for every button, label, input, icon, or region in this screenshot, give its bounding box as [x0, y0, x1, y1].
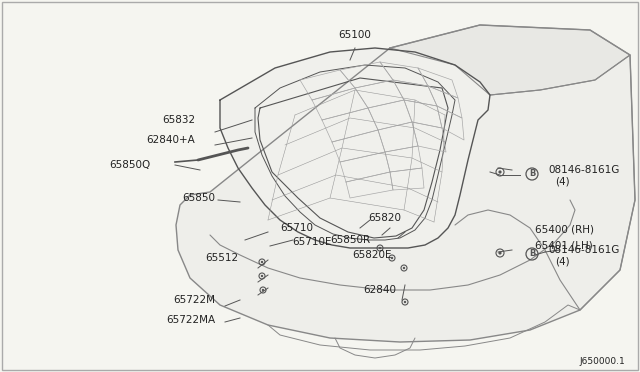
- Circle shape: [379, 247, 381, 249]
- Circle shape: [404, 301, 406, 303]
- Text: 62840+A: 62840+A: [147, 135, 195, 145]
- Text: 65820E: 65820E: [352, 250, 392, 260]
- Circle shape: [499, 251, 502, 254]
- Polygon shape: [390, 25, 630, 95]
- Circle shape: [261, 275, 263, 277]
- Text: 65850Q: 65850Q: [109, 160, 150, 170]
- Text: 08146-8161G: 08146-8161G: [548, 245, 620, 255]
- Text: 08146-8161G: 08146-8161G: [548, 165, 620, 175]
- Text: 65850R: 65850R: [330, 235, 370, 245]
- Text: 65850: 65850: [182, 193, 215, 203]
- Polygon shape: [176, 25, 635, 342]
- Text: 65722MA: 65722MA: [166, 315, 215, 325]
- Text: (4): (4): [555, 257, 570, 267]
- Text: J650000.1: J650000.1: [579, 357, 625, 366]
- Text: 65820: 65820: [368, 213, 401, 223]
- Text: 65100: 65100: [339, 30, 371, 40]
- Text: 65400 (RH): 65400 (RH): [535, 225, 594, 235]
- Text: 62840: 62840: [364, 285, 397, 295]
- Polygon shape: [220, 48, 490, 248]
- Text: B: B: [529, 250, 535, 259]
- Text: 65722M: 65722M: [173, 295, 215, 305]
- Text: B: B: [529, 170, 535, 179]
- Text: (4): (4): [555, 177, 570, 187]
- Text: 65710E: 65710E: [292, 237, 332, 247]
- Circle shape: [403, 267, 405, 269]
- Text: 65832: 65832: [162, 115, 195, 125]
- Circle shape: [262, 289, 264, 291]
- Circle shape: [499, 170, 502, 174]
- Text: 65401 (LH): 65401 (LH): [535, 240, 593, 250]
- Circle shape: [261, 261, 263, 263]
- Text: 65512: 65512: [205, 253, 238, 263]
- Text: 65710: 65710: [280, 223, 313, 233]
- Circle shape: [391, 257, 393, 259]
